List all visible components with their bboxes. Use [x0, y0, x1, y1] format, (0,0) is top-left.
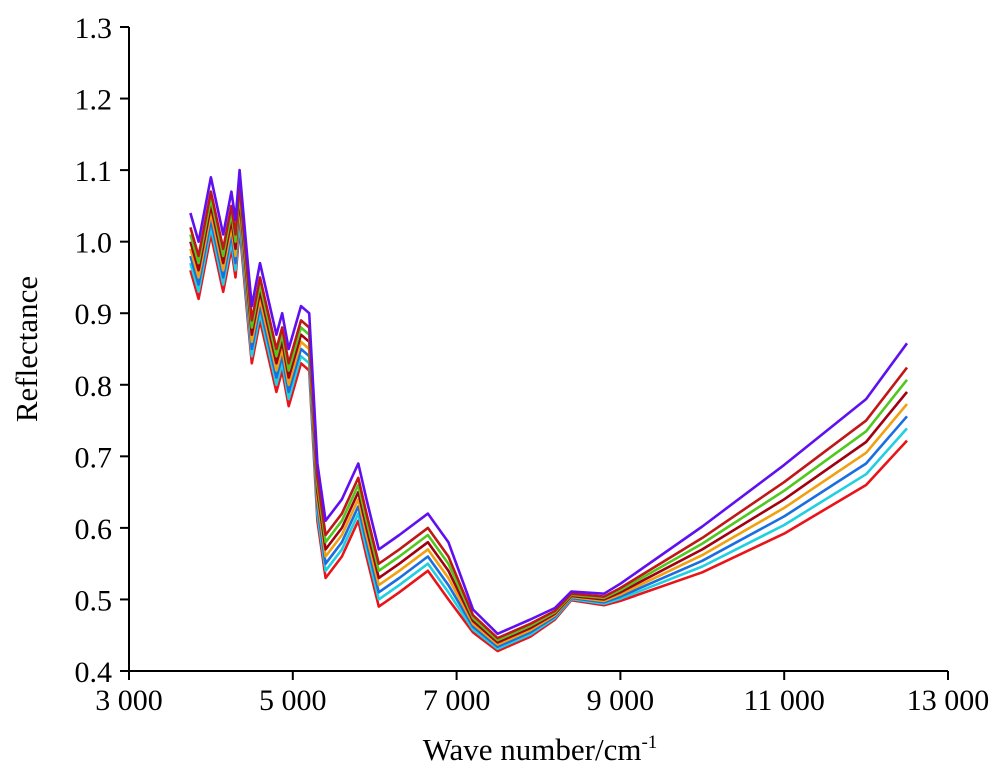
- x-tick-label: 9 000: [587, 684, 655, 717]
- spectrum-line-sample-5: [189, 197, 909, 644]
- spectrum-line-sample-2: [189, 218, 908, 651]
- x-ticks: 3 000 5 000 7 000 9 000 11 000 13 000: [95, 671, 989, 717]
- spectrum-line-sample-4: [189, 204, 908, 646]
- y-tick-label: 0.7: [75, 441, 113, 474]
- x-tick-label: 5 000: [259, 684, 327, 717]
- y-tick-label: 0.6: [75, 513, 113, 546]
- y-tick-label: 0.4: [75, 656, 113, 689]
- x-axis-label: Wave number/cm-1: [423, 732, 658, 767]
- x-tick-label: 13 000: [907, 684, 990, 717]
- y-tick-label: 1.2: [75, 84, 113, 117]
- spectrum-line-sample-8: [189, 168, 909, 636]
- spectrum-line-sample-3: [189, 211, 908, 649]
- spectrum-line-sample-1: [189, 226, 908, 653]
- x-tick-label: 3 000: [95, 684, 163, 717]
- y-tick-label: 0.9: [75, 298, 113, 331]
- x-tick-label: 11 000: [744, 684, 825, 717]
- series-layer: [189, 168, 909, 653]
- spectrum-line-sample-7: [189, 183, 909, 640]
- y-tick-label: 1.3: [75, 12, 113, 45]
- x-tick-label: 7 000: [423, 684, 491, 717]
- y-tick-label: 1.0: [75, 227, 113, 260]
- y-tick-label: 0.8: [75, 370, 113, 403]
- spectrum-line-sample-6: [189, 190, 909, 642]
- y-axis-label: Reflectance: [9, 276, 44, 422]
- y-tick-label: 1.1: [75, 155, 113, 188]
- y-ticks: 0.4 0.5 0.6 0.7 0.8 0.9 1.0 1.1 1.2 1.3: [75, 12, 129, 689]
- y-tick-label: 0.5: [75, 584, 113, 617]
